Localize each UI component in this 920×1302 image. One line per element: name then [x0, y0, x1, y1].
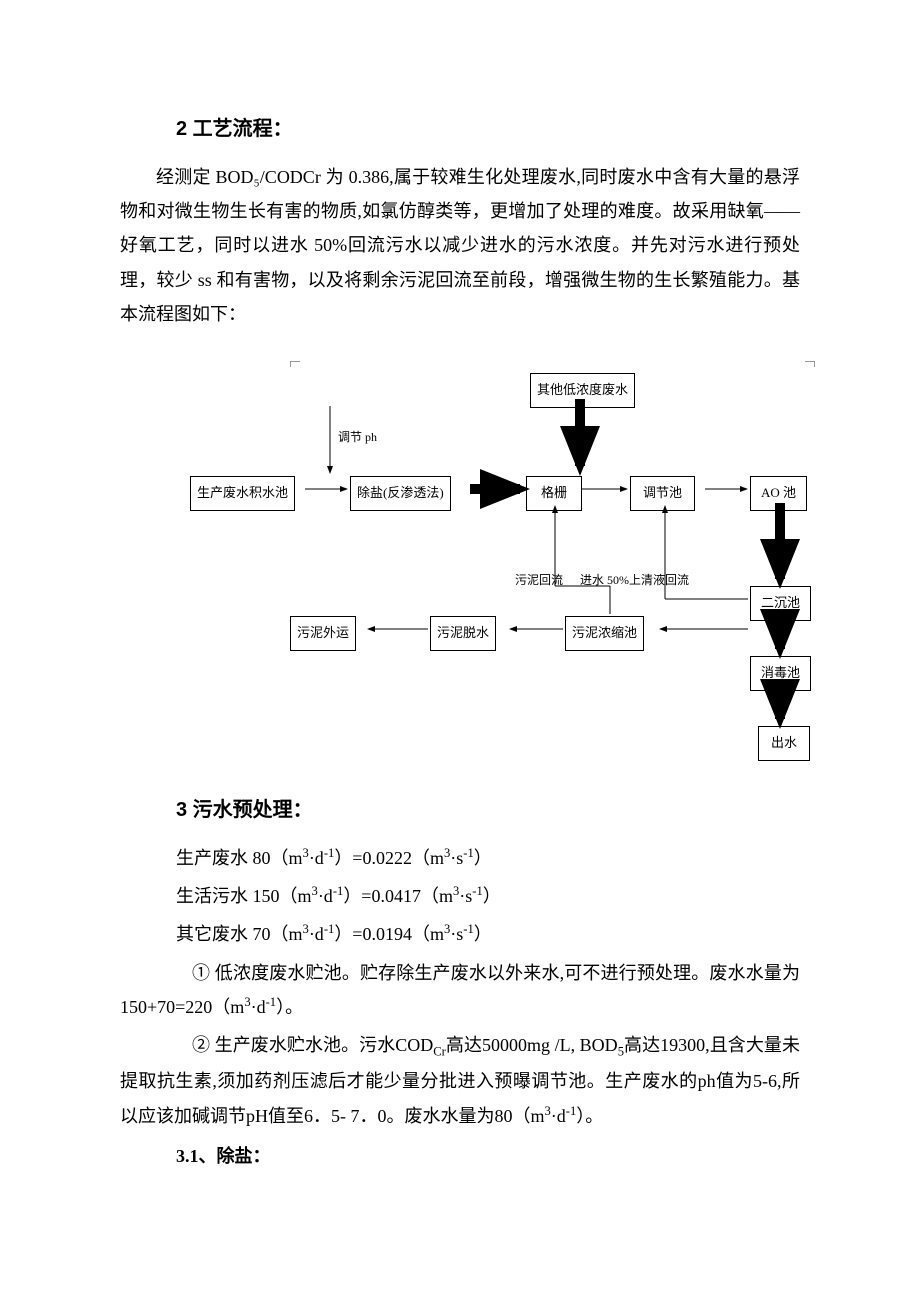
item-1: ① 低浓度废水贮池。贮存除生产废水以外来水,可不进行预处理。废水水量为150+7… [120, 956, 800, 1024]
flow-rate-line-1: 生产废水 80（m3·d-1）=0.0222（m3·s-1） [176, 841, 800, 875]
txt: 其它废水 70（m [176, 924, 303, 944]
node-sludge-thicken: 污泥浓缩池 [565, 616, 644, 651]
node-desalt: 除盐(反渗透法) [350, 476, 451, 511]
txt: ·s [450, 848, 463, 868]
txt: ） [474, 924, 492, 944]
node-sludge-export: 污泥外运 [290, 616, 356, 651]
txt: ·d [318, 886, 333, 906]
txt: ）。 [576, 1106, 603, 1126]
txt: ） [474, 848, 492, 868]
txt: ）。 [276, 997, 303, 1017]
txt: ·d [551, 1106, 566, 1126]
txt: 高达50000mg /L, BOD [446, 1035, 618, 1055]
txt: ） [483, 886, 501, 906]
flow-rate-line-2: 生活污水 150（m3·d-1）=0.0417（m3·s-1） [176, 879, 800, 913]
flowchart: 其他低浓度废水 生产废水积水池 除盐(反渗透法) 格栅 调节池 AO 池 二沉池… [150, 351, 830, 771]
txt: 生活污水 150（m [176, 886, 312, 906]
txt: ① 低浓度废水贮池。贮存除生产废水以外来水,可不进行预处理。废水水量为150+7… [120, 963, 800, 1017]
txt: 生产废水 80（m [176, 848, 303, 868]
txt: ·s [450, 924, 463, 944]
node-other-wastewater: 其他低浓度废水 [530, 373, 635, 408]
txt: ·d [309, 848, 324, 868]
txt: ·d [309, 924, 324, 944]
section-2-heading: 2 工艺流程： [176, 110, 800, 148]
node-adjust: 调节池 [630, 476, 695, 511]
node-outflow: 出水 [758, 726, 810, 761]
flow-rate-line-3: 其它废水 70（m3·d-1）=0.0194（m3·s-1） [176, 917, 800, 951]
node-ao: AO 池 [750, 476, 807, 511]
node-grid: 格栅 [526, 476, 582, 511]
corner-marker-tr [805, 361, 815, 367]
txt: ② 生产废水贮水池。污水COD [192, 1035, 433, 1055]
label-clear-return: 进水 50%上清液回流 [580, 569, 689, 592]
node-production-pool: 生产废水积水池 [190, 476, 295, 511]
txt: ）=0.0194（m [334, 924, 444, 944]
section-3-heading: 3 污水预处理： [176, 791, 800, 829]
node-disinfect: 消毒池 [750, 656, 811, 691]
item-2: ② 生产废水贮水池。污水CODCr高达50000mg /L, BOD5高达193… [120, 1028, 800, 1133]
txt: ·d [251, 997, 266, 1017]
label-sludge-return: 污泥回流 [515, 569, 563, 592]
txt: ·s [459, 886, 472, 906]
subsection-3-1: 3.1、除盐： [176, 1139, 800, 1173]
section-2-paragraph: 经测定 BOD₅/CODCr 为 0.386,属于较难生化处理废水,同时废水中含… [120, 160, 800, 331]
label-adjust-ph: 调节 ph [338, 426, 377, 449]
node-secondary-settling: 二沉池 [750, 586, 811, 621]
txt: ）=0.0417（m [343, 886, 453, 906]
corner-marker-tl [290, 361, 300, 367]
flowchart-arrows [150, 351, 830, 771]
node-sludge-dewater: 污泥脱水 [430, 616, 496, 651]
txt: ）=0.0222（m [334, 848, 444, 868]
